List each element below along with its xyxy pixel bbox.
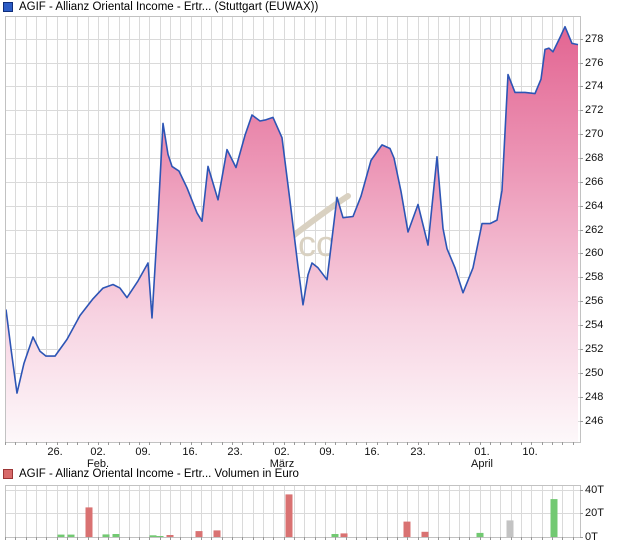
price-y-axis-label: 278 bbox=[585, 32, 604, 45]
volume-chart-legend: AGIF - Allianz Oriental Income - Ertr...… bbox=[3, 468, 299, 480]
volume-bars bbox=[57, 494, 558, 537]
x-axis-day-label: 16. bbox=[182, 446, 198, 458]
price-y-axis-label: 268 bbox=[585, 152, 604, 164]
volume-series-color-swatch bbox=[3, 469, 13, 479]
price-y-axis-label: 258 bbox=[585, 271, 604, 284]
volume-bar bbox=[149, 535, 157, 537]
volume-bar bbox=[285, 494, 293, 537]
price-y-axis-label: 274 bbox=[585, 80, 604, 93]
volume-y-axis-label: 0T bbox=[585, 531, 598, 543]
volume-bar bbox=[506, 520, 514, 537]
x-axis-month-label: Feb. bbox=[86, 458, 109, 470]
volume-bar bbox=[421, 531, 429, 537]
volume-y-axis-label: 40T bbox=[585, 483, 604, 496]
price-y-axis-label: 276 bbox=[585, 56, 604, 69]
price-y-axis-label: 260 bbox=[585, 247, 604, 260]
volume-bar bbox=[340, 533, 348, 537]
volume-bar bbox=[476, 532, 484, 537]
price-y-axis-label: 252 bbox=[585, 342, 604, 355]
x-axis-month-label: März bbox=[269, 458, 295, 470]
price-y-axis-label: 270 bbox=[585, 128, 604, 141]
price-line bbox=[5, 25, 579, 394]
axis-ticks bbox=[5, 39, 583, 540]
x-axis-day-label: 02. bbox=[90, 446, 106, 458]
volume-bar bbox=[166, 535, 174, 537]
price-y-axis-label: 254 bbox=[585, 319, 604, 332]
x-axis-day-label: 10. bbox=[522, 446, 538, 458]
volume-chart-title: AGIF - Allianz Oriental Income - Ertr...… bbox=[19, 468, 299, 480]
volume-bar bbox=[195, 531, 203, 537]
x-axis-day-label: 23. bbox=[227, 446, 243, 458]
x-axis-day-label: 23. bbox=[410, 446, 426, 458]
volume-bar bbox=[57, 534, 65, 537]
volume-plot-frame bbox=[5, 485, 581, 538]
x-axis-day-label: 01. bbox=[474, 446, 490, 458]
price-y-axis-label: 256 bbox=[585, 295, 604, 308]
x-axis-day-label: 02. bbox=[274, 446, 290, 458]
price-y-axis-label: 266 bbox=[585, 175, 604, 188]
price-series-color-swatch bbox=[3, 2, 13, 12]
x-axis-day-label: 26. bbox=[47, 446, 63, 458]
price-y-axis-label: 272 bbox=[585, 104, 604, 117]
volume-bar bbox=[156, 536, 164, 537]
volume-bar bbox=[85, 507, 93, 537]
x-axis-month-label: April bbox=[470, 458, 493, 470]
price-y-axis-label: 246 bbox=[585, 414, 604, 427]
volume-bar bbox=[213, 530, 221, 537]
volume-bar bbox=[331, 534, 339, 537]
price-chart-title: AGIF - Allianz Oriental Income - Ertr...… bbox=[19, 1, 319, 13]
volume-bar bbox=[112, 534, 120, 537]
volume-bar bbox=[403, 521, 411, 537]
volume-y-axis-label: 20T bbox=[585, 507, 604, 520]
price-y-axis-label: 262 bbox=[585, 223, 604, 236]
price-y-axis-label: 248 bbox=[585, 390, 604, 403]
volume-bar bbox=[550, 499, 558, 537]
price-y-axis-label: 264 bbox=[585, 199, 604, 212]
x-axis-day-label: 09. bbox=[319, 446, 335, 458]
price-plot-frame bbox=[5, 16, 581, 443]
price-y-axis-label: 250 bbox=[585, 366, 604, 379]
volume-bar bbox=[102, 534, 110, 537]
price-chart-legend: AGIF - Allianz Oriental Income - Ertr...… bbox=[3, 1, 318, 13]
volume-bar bbox=[67, 534, 75, 537]
price-area-fill bbox=[6, 26, 578, 442]
x-axis-day-label: 16. bbox=[364, 446, 380, 458]
x-axis-day-label: 09. bbox=[135, 446, 151, 458]
